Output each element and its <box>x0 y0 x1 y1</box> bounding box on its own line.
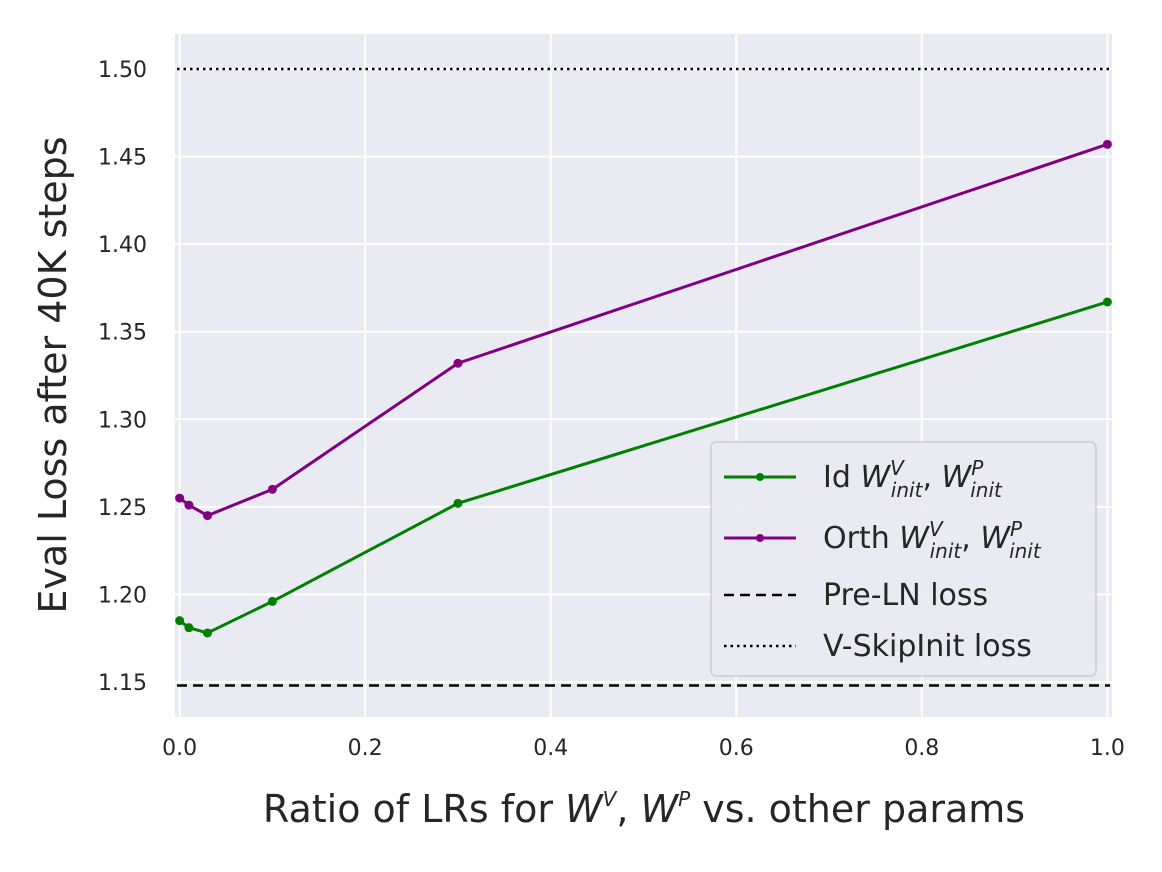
data-point-id <box>1102 297 1112 307</box>
y-tick-label: 1.40 <box>98 233 147 258</box>
legend-marker-id <box>756 473 764 481</box>
data-point-id <box>184 623 194 633</box>
data-point-id <box>202 628 212 638</box>
y-tick-label: 1.20 <box>98 583 147 608</box>
data-point-orth <box>184 500 194 510</box>
legend-label-pre-ln: Pre-LN loss <box>823 578 988 613</box>
data-point-id <box>175 616 185 626</box>
legend-label-v-skipinit: V-SkipInit loss <box>823 629 1032 664</box>
data-point-id <box>453 498 463 508</box>
x-tick-label: 1.0 <box>1090 736 1125 761</box>
y-tick-label: 1.35 <box>98 321 147 346</box>
y-tick-label: 1.25 <box>98 496 147 521</box>
data-point-orth <box>175 493 185 503</box>
data-point-id <box>267 596 277 606</box>
x-axis-label: Ratio of LRs for WV, WP vs. other params <box>263 787 1025 831</box>
y-tick-label: 1.30 <box>98 408 147 433</box>
data-point-orth <box>1102 139 1112 149</box>
data-point-orth <box>453 358 463 368</box>
y-tick-label: 1.50 <box>98 58 147 83</box>
legend-marker-orth <box>756 534 764 542</box>
legend-label-orth: Orth WV init, WP init <box>823 517 1042 563</box>
x-tick-label: 0.6 <box>719 736 754 761</box>
legend: Id WV init, WP init Orth WV init, WP init Pr… <box>710 441 1097 677</box>
x-tick-label: 0.4 <box>533 736 568 761</box>
x-tick-label: 0.2 <box>348 736 383 761</box>
grid <box>175 34 1112 717</box>
y-axis-label: Eval Loss after 40K steps <box>31 136 75 613</box>
data-point-orth <box>202 511 212 521</box>
reference-lines <box>177 67 1110 687</box>
y-tick-label: 1.15 <box>98 671 147 696</box>
series-layer <box>175 139 1112 638</box>
legend-box <box>710 441 1097 677</box>
y-tick-labels: 1.15 1.20 1.25 1.30 1.35 1.40 1.45 1.50 <box>98 58 147 696</box>
x-tick-label: 0.0 <box>162 736 197 761</box>
legend-label-id: Id WV init, WP init <box>823 456 1003 502</box>
data-point-orth <box>267 484 277 494</box>
x-tick-labels: 0.0 0.2 0.4 0.6 0.8 1.0 <box>162 736 1125 761</box>
x-tick-label: 0.8 <box>904 736 939 761</box>
y-tick-label: 1.45 <box>98 146 147 171</box>
